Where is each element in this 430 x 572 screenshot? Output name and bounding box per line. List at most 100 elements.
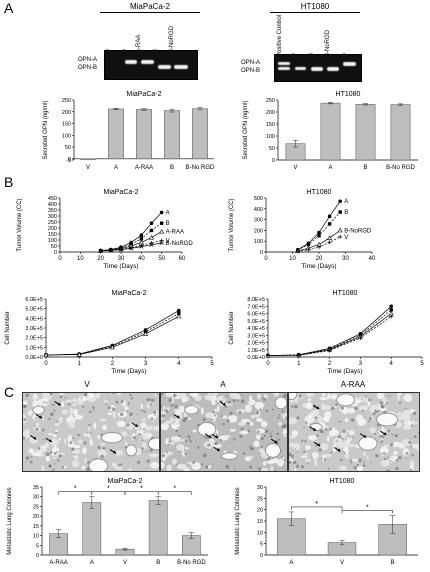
tissue-speck	[161, 453, 165, 458]
tissue-speck	[410, 469, 413, 471]
y-tick-label: 200	[62, 110, 71, 116]
tissue-speck	[189, 440, 193, 443]
alveolus	[314, 458, 318, 466]
alveolus	[402, 425, 412, 430]
alveolus	[150, 462, 159, 469]
alveolus	[282, 429, 287, 434]
chart-cells-miapaca: MiaPaCa-2 Cell Number 0.0E+0 1.0E+5 2.0E+5 3.…	[5, 290, 214, 375]
x-axis-label: Time (Days)	[301, 263, 336, 270]
tissue-speck	[53, 409, 56, 412]
alveolus	[246, 407, 253, 410]
x-tick-label: 3	[144, 361, 148, 367]
alveolus	[339, 407, 347, 412]
alveolus	[397, 394, 400, 401]
alveolus	[397, 393, 402, 396]
tissue-speck	[389, 443, 394, 447]
tissue-speck	[190, 396, 193, 398]
alveolus	[34, 400, 37, 407]
tissue-speck	[203, 436, 205, 438]
y-axis-label: Secreted OPN (ng/ml)	[243, 100, 249, 159]
alveolus	[181, 445, 185, 453]
tissue-speck	[330, 451, 333, 454]
arrow-head	[57, 402, 61, 406]
alveolus	[74, 414, 84, 420]
category-label: A-RAA	[49, 560, 67, 566]
y-tick-label: 5.0E+5	[25, 307, 43, 313]
tissue-speck	[285, 433, 287, 436]
tissue-speck	[380, 440, 384, 444]
tissue-speck	[324, 428, 328, 432]
alveolus	[120, 431, 128, 437]
tissue-speck	[388, 469, 391, 471]
tissue-speck	[142, 428, 146, 431]
tissue-speck	[301, 439, 304, 442]
tissue-speck	[253, 408, 255, 410]
tissue-speck	[358, 458, 362, 463]
alveolus	[47, 433, 53, 436]
alveolus	[357, 466, 364, 471]
y-tick-label: 5	[36, 543, 39, 549]
tissue-speck	[104, 402, 107, 405]
alveolus	[169, 441, 175, 445]
lung-micrograph-v	[22, 392, 160, 472]
tissue-speck	[363, 461, 365, 464]
alveolus	[380, 459, 390, 467]
tissue-speck	[33, 425, 36, 427]
x-tick-label: 1	[297, 361, 301, 367]
tissue-speck	[365, 395, 367, 397]
alveolus	[248, 402, 251, 408]
alveolus	[291, 430, 299, 437]
tissue-speck	[226, 395, 228, 397]
alveolus	[353, 397, 362, 404]
tissue-speck	[304, 439, 307, 443]
x-tick-label: 4	[390, 361, 394, 367]
bar	[192, 108, 208, 160]
tissue-speck	[289, 452, 292, 457]
tissue-speck	[41, 428, 45, 432]
y-tick-label: 0	[54, 250, 57, 256]
bar	[320, 102, 341, 161]
tissue-speck	[112, 407, 116, 411]
tissue-speck	[227, 468, 230, 470]
arrow-head	[112, 450, 116, 454]
tissue-speck	[177, 426, 179, 429]
alveolus	[204, 394, 214, 401]
lung-tissue-texture	[23, 393, 159, 471]
arrow-head	[337, 448, 341, 452]
tissue-speck	[141, 447, 145, 450]
alveolus	[392, 451, 399, 455]
tissue-speck	[327, 468, 330, 470]
alveolus	[223, 403, 234, 406]
tissue-speck	[149, 398, 153, 402]
data-point	[296, 353, 301, 358]
tissue-speck	[173, 393, 177, 398]
alveolus	[99, 443, 106, 446]
tissue-speck	[379, 434, 383, 438]
tissue-speck	[45, 448, 48, 450]
panel-letter-a: A	[4, 0, 14, 16]
tissue-speck	[411, 425, 413, 427]
significance-star: *	[315, 501, 318, 508]
alveolus	[41, 393, 49, 395]
y-tick-label: 450	[48, 196, 57, 202]
tissue-speck	[383, 457, 387, 461]
tissue-speck	[175, 463, 178, 466]
tissue-speck	[413, 435, 417, 438]
tissue-speck	[119, 412, 124, 417]
tissue-speck	[277, 438, 281, 441]
tissue-speck	[184, 452, 187, 456]
arrow-head	[316, 406, 320, 410]
alveolus	[209, 440, 217, 448]
alveolus	[58, 437, 61, 441]
alveolus	[245, 456, 254, 459]
x-tick-label: 4	[177, 361, 181, 367]
y-tick-label: 0	[260, 553, 263, 559]
alveolus	[407, 420, 413, 425]
data-point	[118, 247, 124, 252]
alveolus	[358, 404, 369, 411]
alveolus	[328, 430, 335, 437]
tissue-speck	[329, 428, 332, 431]
alveolus	[235, 393, 242, 400]
alveolus	[347, 407, 356, 414]
data-point	[109, 344, 115, 350]
